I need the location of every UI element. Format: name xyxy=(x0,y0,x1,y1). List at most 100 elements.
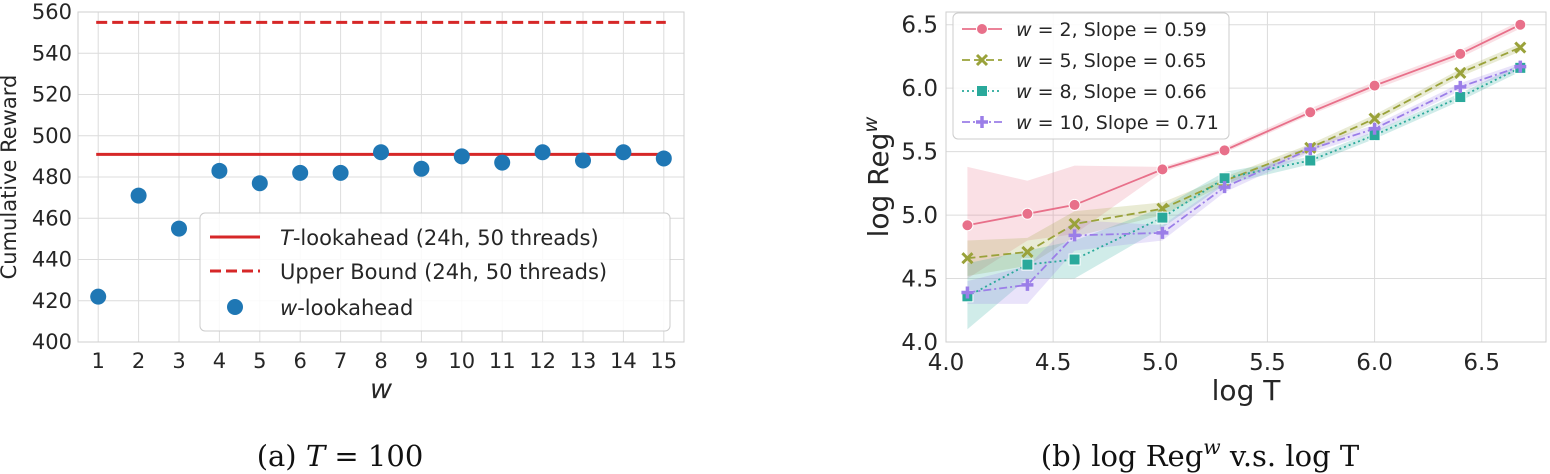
y-tick-label: 460 xyxy=(32,206,72,230)
x-tick-label: 6 xyxy=(294,349,307,373)
data-point xyxy=(1514,18,1527,31)
scatter-point xyxy=(534,144,551,161)
scatter-point xyxy=(171,220,187,237)
x-tick-label: 6.0 xyxy=(1356,350,1393,376)
legend-a: T-lookahead (24h, 50 threads) Upper Bound… xyxy=(199,212,671,332)
legend-label: w = 10, Slope = 0.71 xyxy=(1016,112,1219,134)
data-point xyxy=(1218,144,1231,157)
data-point xyxy=(1454,80,1467,93)
data-point xyxy=(1021,207,1034,220)
y-tick-label: 440 xyxy=(32,248,72,272)
y-tick-label: 400 xyxy=(32,330,72,354)
y-tick-label: 560 xyxy=(32,0,72,24)
data-point xyxy=(961,286,974,299)
data-point xyxy=(1218,181,1231,194)
data-point xyxy=(1021,278,1034,291)
x-tick-label: 5.5 xyxy=(1249,350,1286,376)
legend-label: w = 2, Slope = 0.59 xyxy=(1016,19,1207,41)
data-point xyxy=(1021,245,1034,258)
data-point xyxy=(1514,41,1527,54)
legend-marker xyxy=(976,85,988,97)
x-axis-label: w xyxy=(370,374,393,405)
confidence-band xyxy=(967,62,1521,304)
y-tick-label: 5.5 xyxy=(901,140,938,166)
scatter-point xyxy=(413,160,430,177)
y-tick-label: 6.0 xyxy=(901,76,938,102)
x-axis-label: log T xyxy=(1212,374,1282,407)
y-axis-label: log Regw xyxy=(859,116,896,238)
data-point xyxy=(1368,112,1381,125)
legend-box xyxy=(199,212,671,332)
y-tick-label: 480 xyxy=(32,165,72,189)
legend-marker xyxy=(975,53,989,67)
chart-b: 4.0 4.5 5.0 5.5 6.0 6.5 4.0 4.5 5.0 5.5 6.0 6.5 log … xyxy=(859,11,1547,407)
data-point xyxy=(1368,79,1381,92)
caption-b: (b) log Regw v.s. log T xyxy=(1041,435,1360,473)
x-tick-label: 5.0 xyxy=(1142,350,1179,376)
confidence-band xyxy=(967,20,1521,279)
legend-label: T-lookahead (24h, 50 threads) xyxy=(280,226,599,250)
legend-label: Upper Bound (24h, 50 threads) xyxy=(280,260,607,284)
data-point xyxy=(1304,143,1317,156)
x-tick-label: 5 xyxy=(253,349,266,373)
x-tick-label: 3 xyxy=(172,349,185,373)
scatter-point xyxy=(373,144,389,161)
legend-box xyxy=(952,12,1230,140)
confidence-band xyxy=(967,64,1521,330)
scatter-point xyxy=(494,154,511,171)
scatter-point xyxy=(90,288,107,305)
plot-frame xyxy=(77,11,685,343)
x-tick-label: 6.5 xyxy=(1463,350,1500,376)
y-tick-label: 420 xyxy=(32,289,72,313)
data-point xyxy=(1068,198,1081,211)
legend-label: w = 5, Slope = 0.65 xyxy=(1016,50,1207,72)
data-point xyxy=(1454,91,1467,104)
y-tick-label: 500 xyxy=(32,124,72,148)
data-point xyxy=(1454,66,1467,79)
legend-b: w = 2, Slope = 0.59 w = 5, Slope = 0.65 w … xyxy=(952,12,1230,140)
x-tick-label: 4.5 xyxy=(1035,350,1072,376)
data-point xyxy=(1514,60,1527,73)
legend-marker xyxy=(976,23,988,35)
y-tick-label: 4.5 xyxy=(901,267,938,293)
data-point xyxy=(1068,229,1081,242)
data-point xyxy=(1021,258,1034,271)
x-tick-label: 4.0 xyxy=(928,350,965,376)
plot-frame xyxy=(945,11,1547,343)
data-point xyxy=(1304,154,1317,167)
scatter-point xyxy=(130,187,147,204)
data-point xyxy=(1068,253,1081,266)
x-tick-label: 8 xyxy=(374,349,387,373)
legend-label: w-lookahead xyxy=(280,296,413,320)
x-tick-label: 15 xyxy=(650,349,677,373)
scatter-point xyxy=(332,164,349,181)
scatter-point xyxy=(575,152,591,169)
x-tick-label: 11 xyxy=(489,349,516,373)
x-tick-label: 9 xyxy=(415,349,428,373)
y-tick-label: 540 xyxy=(32,41,72,65)
data-point xyxy=(1368,122,1381,135)
legend-marker xyxy=(976,116,988,128)
caption-a: (a) T = 100 xyxy=(257,439,424,473)
data-point xyxy=(961,219,974,232)
x-tick-label: 10 xyxy=(448,349,475,373)
data-point xyxy=(1304,106,1317,119)
scatter-point xyxy=(453,148,470,165)
series-line xyxy=(967,46,1521,260)
data-point xyxy=(1156,211,1169,224)
scatter-point xyxy=(211,162,228,179)
data-point xyxy=(1068,217,1081,231)
legend-label: w = 8, Slope = 0.66 xyxy=(1016,81,1207,103)
legend-marker xyxy=(227,299,243,315)
scatter-point xyxy=(655,150,672,167)
y-tick-label: 5.0 xyxy=(901,203,938,229)
scatter-point xyxy=(251,175,268,192)
data-point xyxy=(1156,226,1169,239)
y-tick-label: 6.5 xyxy=(901,13,938,39)
scatter-point xyxy=(615,144,632,161)
x-tick-label: 4 xyxy=(213,349,226,373)
x-tick-label: 2 xyxy=(132,349,145,373)
data-point xyxy=(961,252,974,265)
